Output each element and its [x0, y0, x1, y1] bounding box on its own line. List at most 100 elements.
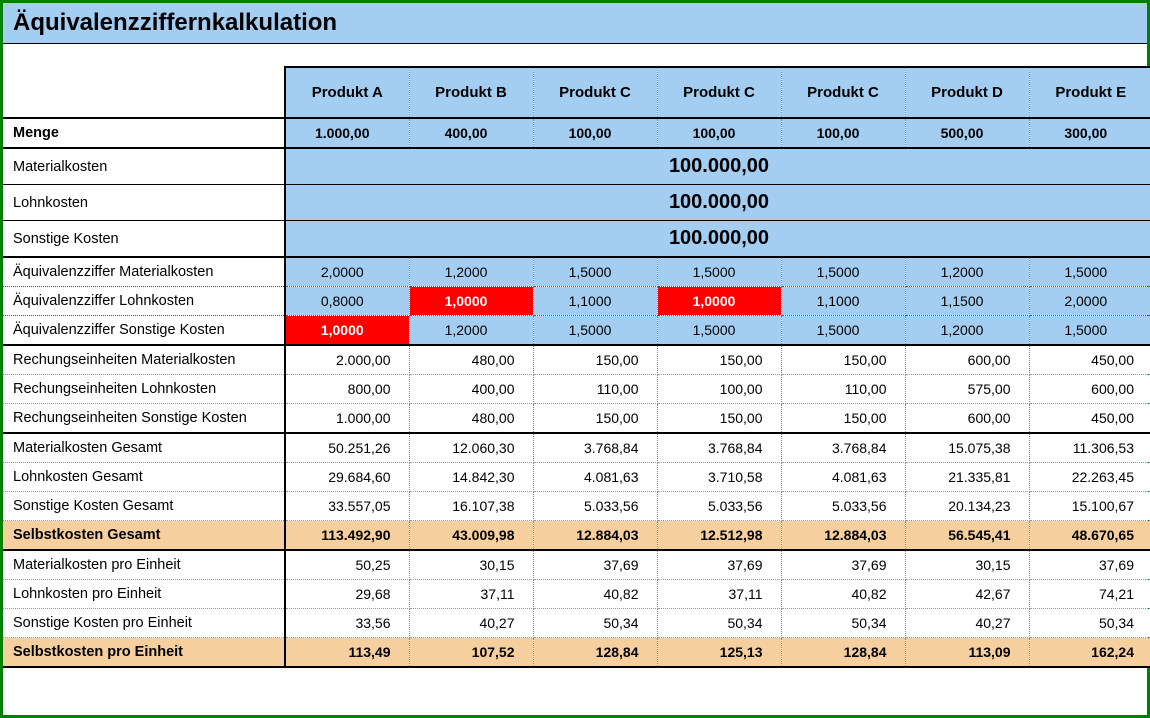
cell: 113.492,90 [285, 521, 409, 551]
row-label: Materialkosten pro Einheit [3, 550, 285, 580]
row-label: Menge [3, 118, 285, 148]
row-selbst_ges: Selbstkosten Gesamt113.492,9043.009,9812… [3, 521, 1150, 551]
cell: 40,27 [905, 609, 1029, 638]
cell: 480,00 [409, 404, 533, 434]
spreadsheet-container: Äquivalenzziffernkalkulation Produkt APr… [0, 0, 1150, 718]
row-pe_mat: Materialkosten pro Einheit50,2530,15 37,6… [3, 550, 1150, 580]
cell: 1,2000 [409, 257, 533, 287]
cell: 480,00 [409, 345, 533, 375]
cell: 1,5000 [533, 257, 657, 287]
row-label: Lohnkosten [3, 185, 285, 221]
cell: 21.335,81 [905, 463, 1029, 492]
cell: 110,00 [781, 375, 905, 404]
row-label: Materialkosten [3, 148, 285, 185]
merged-cell: 100.000,00 [285, 148, 1150, 185]
cell: 74,21 [1029, 580, 1150, 609]
cell: 50,34 [533, 609, 657, 638]
merged-cell: 100.000,00 [285, 221, 1150, 258]
row-label: Rechungseinheiten Materialkosten [3, 345, 285, 375]
cell: 1,5000 [781, 257, 905, 287]
cell: 42,67 [905, 580, 1029, 609]
cell: 33,56 [285, 609, 409, 638]
cell: 1,2000 [409, 316, 533, 346]
cell: 100,00 [533, 118, 657, 148]
calc-table: Produkt AProdukt BProdukt CProdukt CProd… [3, 66, 1150, 668]
row-label: Sonstige Kosten pro Einheit [3, 609, 285, 638]
row-re_mat: Rechungseinheiten Materialkosten2.000,00… [3, 345, 1150, 375]
cell: 600,00 [905, 404, 1029, 434]
cell: 100,00 [657, 118, 781, 148]
spacer [3, 44, 1147, 66]
cell: 1,5000 [533, 316, 657, 346]
cell: 1,5000 [657, 257, 781, 287]
cell: 15.100,67 [1029, 492, 1150, 521]
cell: 30,15 [409, 550, 533, 580]
cell: 150,00 [781, 345, 905, 375]
cell: 48.670,65 [1029, 521, 1150, 551]
row-materialkosten: Materialkosten100.000,00 [3, 148, 1150, 185]
cell: 50.251,26 [285, 433, 409, 463]
cell: 0,8000 [285, 287, 409, 316]
cell: 5.033,56 [533, 492, 657, 521]
cell: 40,27 [409, 609, 533, 638]
cell: 110,00 [533, 375, 657, 404]
cell: 50,34 [781, 609, 905, 638]
row-label: Sonstige Kosten Gesamt [3, 492, 285, 521]
column-header: Produkt C [781, 67, 905, 118]
cell: 162,24 [1029, 638, 1150, 668]
header-empty [3, 67, 285, 118]
cell: 12.512,98 [657, 521, 781, 551]
cell: 15.075,38 [905, 433, 1029, 463]
cell: 3.768,84 [533, 433, 657, 463]
row-label: Rechungseinheiten Sonstige Kosten [3, 404, 285, 434]
header-row: Produkt AProdukt BProdukt CProdukt CProd… [3, 67, 1150, 118]
row-label: Lohnkosten pro Einheit [3, 580, 285, 609]
cell: 29.684,60 [285, 463, 409, 492]
cell: 12.884,03 [533, 521, 657, 551]
cell: 40,82 [781, 580, 905, 609]
cell: 1,0000 [285, 316, 409, 346]
cell: 37,69 [781, 550, 905, 580]
cell: 1,2000 [905, 257, 1029, 287]
cell: 37,11 [409, 580, 533, 609]
cell: 12.884,03 [781, 521, 905, 551]
cell: 125,13 [657, 638, 781, 668]
cell: 20.134,23 [905, 492, 1029, 521]
cell: 4.081,63 [781, 463, 905, 492]
row-label: Sonstige Kosten [3, 221, 285, 258]
cell: 2.000,00 [285, 345, 409, 375]
cell: 3.710,58 [657, 463, 781, 492]
cell: 5.033,56 [657, 492, 781, 521]
cell: 150,00 [533, 345, 657, 375]
cell: 100,00 [657, 375, 781, 404]
cell: 33.557,05 [285, 492, 409, 521]
cell: 37,69 [657, 550, 781, 580]
cell: 1,5000 [1029, 316, 1150, 346]
row-label: Selbstkosten pro Einheit [3, 638, 285, 668]
cell: 450,00 [1029, 345, 1150, 375]
cell: 1.000,00 [285, 404, 409, 434]
row-sonstige: Sonstige Kosten100.000,00 [3, 221, 1150, 258]
cell: 50,25 [285, 550, 409, 580]
cell: 300,00 [1029, 118, 1150, 148]
row-lohnkosten: Lohnkosten100.000,00 [3, 185, 1150, 221]
cell: 3.768,84 [657, 433, 781, 463]
cell: 600,00 [905, 345, 1029, 375]
cell: 100,00 [781, 118, 905, 148]
column-header: Produkt C [657, 67, 781, 118]
row-label: Lohnkosten Gesamt [3, 463, 285, 492]
cell: 1,1000 [533, 287, 657, 316]
cell: 400,00 [409, 118, 533, 148]
cell: 5.033,56 [781, 492, 905, 521]
cell: 150,00 [657, 404, 781, 434]
cell: 128,84 [533, 638, 657, 668]
cell: 150,00 [657, 345, 781, 375]
cell: 150,00 [781, 404, 905, 434]
row-ges_sonst: Sonstige Kosten Gesamt33.557,0516.107,38… [3, 492, 1150, 521]
row-label: Äquivalenzziffer Sonstige Kosten [3, 316, 285, 346]
title: Äquivalenzziffernkalkulation [3, 3, 1147, 44]
cell: 1.000,00 [285, 118, 409, 148]
cell: 1,5000 [657, 316, 781, 346]
row-ges_lohn: Lohnkosten Gesamt29.684,6014.842,304.081… [3, 463, 1150, 492]
cell: 22.263,45 [1029, 463, 1150, 492]
